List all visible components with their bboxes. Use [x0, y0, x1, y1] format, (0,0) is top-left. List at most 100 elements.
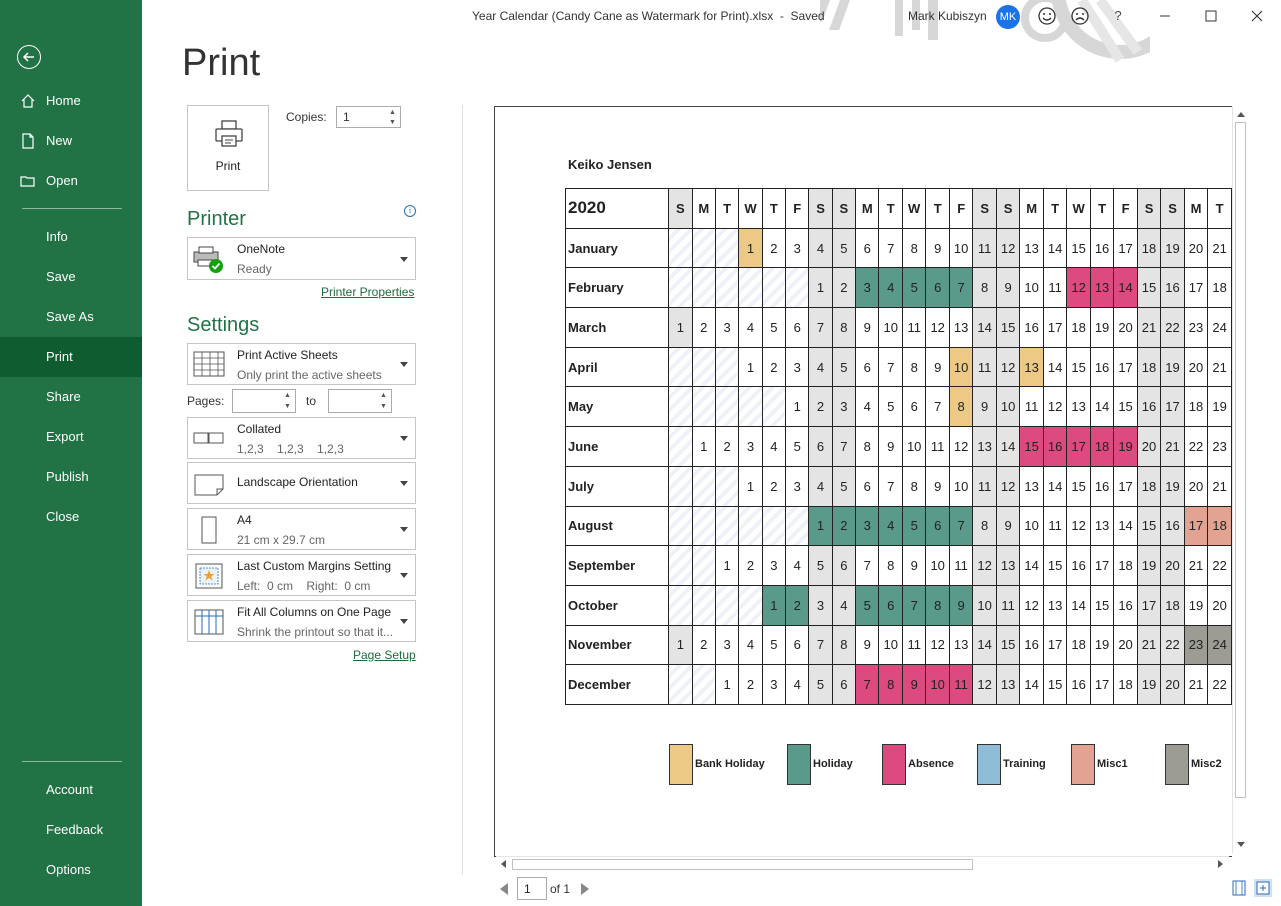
day-cell: 3 — [785, 346, 810, 388]
day-cell: 22 — [1160, 307, 1185, 348]
nav-item-save-as[interactable]: Save As — [0, 297, 142, 337]
horizontal-scrollbar[interactable] — [496, 856, 1229, 872]
pages-to-field[interactable]: ▲ ▼ — [328, 389, 392, 413]
day-cell: 17 — [1183, 505, 1209, 547]
printer-dropdown[interactable]: OneNote Ready — [187, 237, 416, 280]
orientation-dropdown[interactable]: Landscape Orientation — [187, 462, 416, 504]
day-cell: 11 — [948, 545, 974, 586]
day-cell: 9 — [925, 227, 950, 269]
day-cell: 18 — [1066, 307, 1091, 348]
day-cell: 11 — [948, 664, 974, 705]
day-cell: 19 — [1183, 584, 1209, 626]
day-cell — [668, 267, 693, 309]
day-cell — [785, 505, 810, 547]
day-cell: 16 — [1089, 465, 1115, 507]
chevron-down-icon — [400, 436, 408, 441]
print-what-dropdown[interactable]: Print Active Sheets Only print the activ… — [187, 343, 416, 385]
copies-down-icon[interactable]: ▼ — [389, 119, 396, 126]
day-cell: 7 — [855, 664, 880, 705]
smiley-icon[interactable] — [1037, 6, 1057, 26]
month-row: April 1 2 3 4 5 6 7 8 9 10 11 12 13 14 15 16 17 18 19 20 21 — [564, 346, 1232, 388]
scaling-dropdown[interactable]: Fit All Columns on One Page Shrink the p… — [187, 600, 416, 642]
nav-item-label: Export — [46, 429, 84, 444]
margins-dropdown[interactable]: Last Custom Margins Setting Left: 0 cm R… — [187, 554, 416, 596]
nav-item-print[interactable]: Print — [0, 337, 142, 377]
pages-from-up-icon[interactable]: ▲ — [284, 392, 291, 399]
next-page-icon[interactable] — [581, 883, 589, 895]
day-cell: 6 — [808, 426, 833, 467]
day-cell: 24 — [1207, 624, 1232, 666]
day-cell: 11 — [1042, 267, 1068, 309]
vertical-scrollbar[interactable] — [1232, 106, 1248, 853]
scroll-right-icon[interactable] — [1218, 860, 1223, 868]
day-cell — [714, 505, 740, 547]
page-number-field[interactable]: 1 — [517, 877, 547, 900]
collation-dropdown[interactable]: Collated 1,2,3 1,2,3 1,2,3 — [187, 417, 416, 459]
pages-to-up-icon[interactable]: ▲ — [380, 392, 387, 399]
day-header: M — [1183, 188, 1209, 229]
nav-item-open[interactable]: Open — [0, 161, 142, 201]
restore-icon[interactable] — [1201, 6, 1221, 26]
day-cell: 1 — [738, 227, 763, 269]
day-header: T — [925, 188, 950, 229]
day-cell: 12 — [948, 426, 974, 467]
day-cell — [691, 465, 716, 507]
day-cell: 5 — [831, 227, 857, 269]
nav-item-account[interactable]: Account — [0, 770, 142, 810]
info-icon[interactable]: i — [404, 205, 416, 217]
horizontal-scroll-thumb[interactable] — [512, 859, 973, 870]
previous-page-icon[interactable] — [500, 883, 508, 895]
help-icon[interactable]: ? — [1114, 8, 1122, 23]
pages-to-down-icon[interactable]: ▼ — [380, 403, 387, 410]
day-cell: 22 — [1160, 624, 1185, 666]
nav-item-home[interactable]: Home — [0, 81, 142, 121]
legend-label: Absence — [908, 758, 954, 770]
month-row: December 1 2 3 4 5 6 7 8 9 10 11 12 13 14 15 16 17 18 19 20 2… — [564, 664, 1232, 705]
day-cell: 13 — [1042, 584, 1068, 626]
copies-up-icon[interactable]: ▲ — [389, 109, 396, 116]
printer-properties-link[interactable]: Printer Properties — [321, 285, 415, 299]
day-cell: 21 — [1160, 426, 1185, 467]
zoom-to-page-icon[interactable] — [1254, 879, 1272, 897]
nav-item-close[interactable]: Close — [0, 497, 142, 537]
pages-from-down-icon[interactable]: ▼ — [284, 403, 291, 410]
day-cell: 3 — [714, 307, 740, 348]
nav-item-info[interactable]: Info — [0, 217, 142, 257]
day-cell: 20 — [1113, 624, 1138, 666]
nav-item-new[interactable]: New — [0, 121, 142, 161]
scroll-down-icon[interactable] — [1237, 842, 1245, 847]
back-button[interactable] — [17, 45, 41, 69]
nav-item-feedback[interactable]: Feedback — [0, 810, 142, 850]
nav-item-export[interactable]: Export — [0, 417, 142, 457]
nav-item-save[interactable]: Save — [0, 257, 142, 297]
day-cell: 17 — [1160, 386, 1185, 428]
setting-subtitle: 21 cm x 29.7 cm — [237, 533, 326, 547]
day-cell — [668, 505, 693, 547]
day-header: F — [1113, 188, 1138, 229]
print-button[interactable]: Print — [187, 105, 269, 191]
show-margins-icon[interactable] — [1230, 879, 1248, 897]
nav-item-publish[interactable]: Publish — [0, 457, 142, 497]
user-name[interactable]: Mark Kubiszyn — [908, 9, 987, 23]
minimize-icon[interactable] — [1155, 6, 1175, 26]
frown-icon[interactable] — [1070, 6, 1090, 26]
vertical-scroll-thumb[interactable] — [1235, 122, 1246, 798]
pages-from-field[interactable]: ▲ ▼ — [232, 389, 296, 413]
day-cell: 14 — [1019, 545, 1044, 586]
day-cell: 18 — [1207, 267, 1232, 309]
day-cell: 8 — [972, 505, 997, 547]
avatar[interactable]: MK — [996, 5, 1020, 29]
scroll-up-icon[interactable] — [1237, 112, 1245, 117]
nav-item-share[interactable]: Share — [0, 377, 142, 417]
paper-size-dropdown[interactable]: A4 21 cm x 29.7 cm — [187, 508, 416, 550]
nav-item-options[interactable]: Options — [0, 850, 142, 890]
day-header: S — [831, 188, 857, 229]
page-count: of 1 — [550, 882, 571, 896]
close-icon[interactable] — [1247, 6, 1267, 26]
page-setup-link[interactable]: Page Setup — [353, 648, 416, 662]
day-cell — [668, 227, 693, 269]
scroll-left-icon[interactable] — [501, 860, 506, 868]
day-cell: 2 — [738, 545, 763, 586]
copies-field[interactable]: 1 ▲ ▼ — [336, 106, 401, 128]
